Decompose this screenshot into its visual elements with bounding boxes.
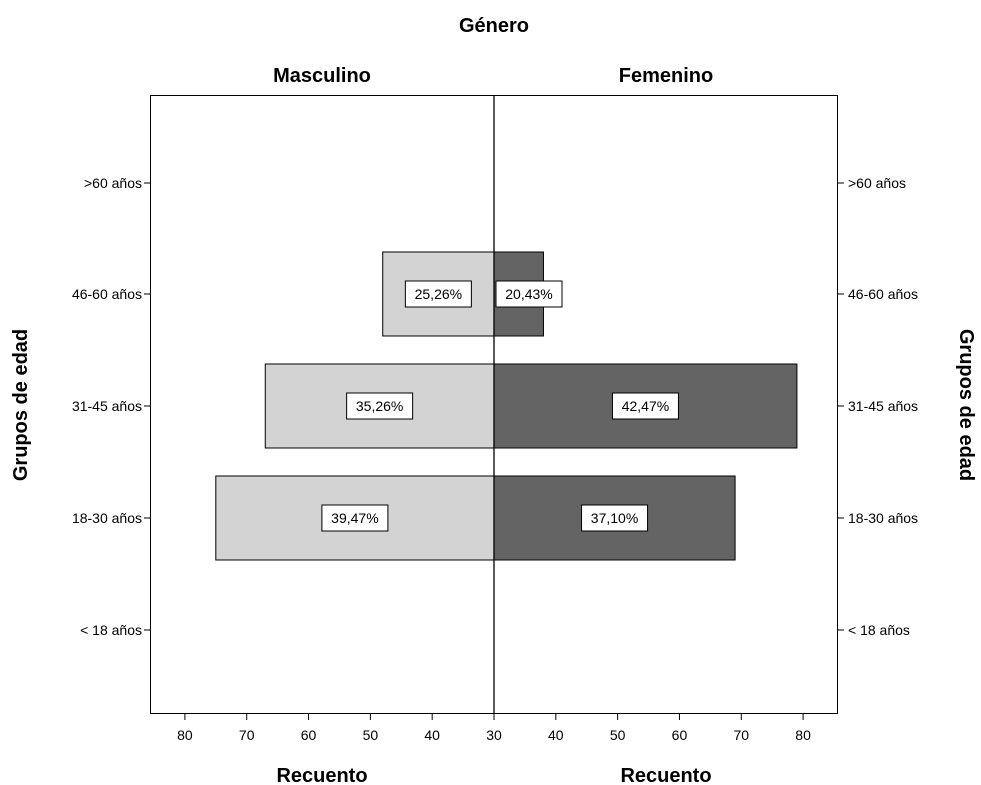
data-label-box	[346, 392, 414, 420]
panel-title-femenino: Femenino	[619, 65, 713, 87]
y-tick-label-right: 18-30 años	[848, 510, 918, 526]
x-tick-label: 30	[486, 727, 502, 743]
x-axis-label-left: Recuento	[276, 765, 367, 785]
data-label-text: 35,26%	[356, 398, 403, 414]
data-label-femenino-3: 20,43%	[495, 280, 563, 308]
y-axis-label-left: Grupos de edad	[10, 329, 32, 481]
data-label-femenino-2: 42,47%	[611, 392, 679, 420]
y-tick-label-left: < 18 años	[80, 622, 142, 638]
data-label-text: 25,26%	[415, 286, 462, 302]
data-label-text: 37,10%	[591, 510, 638, 526]
x-tick-label: 60	[301, 727, 317, 743]
y-tick-label-left: >60 años	[84, 175, 142, 191]
y-tick-label-right: 46-60 años	[848, 286, 918, 302]
data-label-masculino-3: 25,26%	[404, 280, 472, 308]
x-tick-label: 80	[795, 727, 811, 743]
data-label-box	[404, 280, 472, 308]
x-tick-label: 70	[733, 727, 749, 743]
data-label-box	[611, 392, 679, 420]
data-label-box	[581, 504, 649, 532]
y-tick-label-right: >60 años	[848, 175, 906, 191]
x-tick-label: 80	[177, 727, 193, 743]
x-axis-label-right: Recuento	[620, 765, 711, 785]
panel-title-masculino: Masculino	[273, 65, 371, 87]
x-tick-label: 50	[363, 727, 379, 743]
data-label-femenino-1: 37,10%	[581, 504, 649, 532]
y-tick-label-left: 31-45 años	[72, 398, 142, 414]
data-label-masculino-1: 39,47%	[321, 504, 389, 532]
y-axis-label-right: Grupos de edad	[955, 329, 977, 481]
data-label-box	[321, 504, 389, 532]
chart-title: Género	[459, 15, 529, 37]
bar-masculino-1	[215, 475, 495, 561]
data-label-box	[495, 280, 563, 308]
x-tick-label: 60	[672, 727, 688, 743]
x-tick-label: 50	[610, 727, 626, 743]
x-tick-label: 40	[424, 727, 440, 743]
y-tick-label-left: 46-60 años	[72, 286, 142, 302]
data-label-masculino-2: 35,26%	[346, 392, 414, 420]
data-label-text: 39,47%	[331, 510, 378, 526]
y-tick-label-right: 31-45 años	[848, 398, 918, 414]
y-tick-label-left: 18-30 años	[72, 510, 142, 526]
x-tick-label: 70	[239, 727, 255, 743]
data-label-text: 20,43%	[505, 286, 552, 302]
y-tick-label-right: < 18 años	[848, 622, 910, 638]
data-label-text: 42,47%	[622, 398, 669, 414]
x-tick-label: 40	[548, 727, 564, 743]
